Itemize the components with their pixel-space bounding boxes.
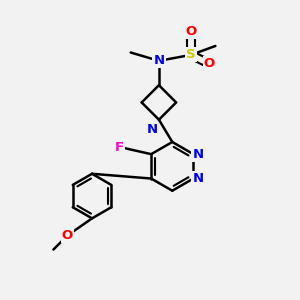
Text: N: N <box>192 148 203 161</box>
Text: N: N <box>153 54 164 67</box>
Text: N: N <box>147 123 158 136</box>
Text: O: O <box>62 229 73 242</box>
Text: S: S <box>186 48 196 62</box>
Text: F: F <box>115 140 124 154</box>
Text: O: O <box>185 25 197 38</box>
Text: O: O <box>204 57 215 70</box>
Text: N: N <box>192 172 203 185</box>
